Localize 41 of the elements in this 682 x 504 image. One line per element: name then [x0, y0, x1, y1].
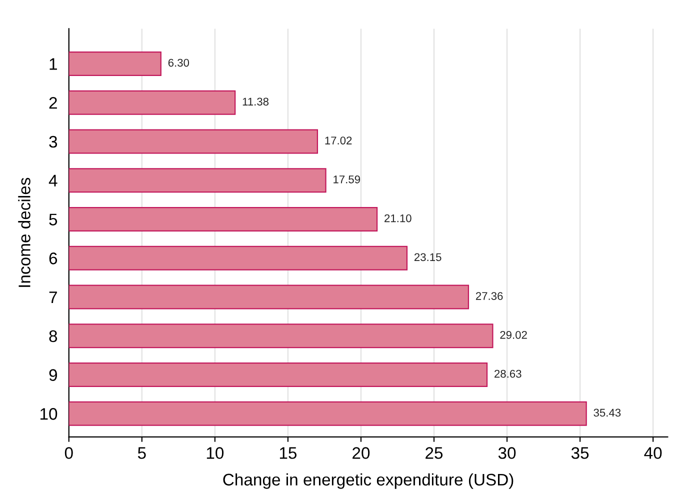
y-tick-label: 6 [49, 252, 58, 264]
data-label: 11.38 [242, 98, 269, 106]
bar [68, 90, 236, 115]
y-tick-label: 7 [49, 292, 57, 304]
y-axis-title: Income deciles [18, 178, 30, 287]
y-tick-label: 4 [48, 174, 58, 186]
data-label: 28.63 [494, 370, 522, 378]
x-tick-label: 35 [571, 447, 589, 459]
x-tick-label: 20 [352, 447, 370, 459]
data-label: 27.36 [476, 292, 503, 300]
data-label: 21.10 [384, 214, 412, 222]
x-tick-label: 10 [206, 447, 224, 459]
bar [68, 168, 326, 193]
data-label: 23.15 [414, 253, 442, 262]
y-tick-label: 5 [49, 214, 58, 226]
x-tick-label: 40 [644, 447, 662, 459]
data-label: 6.30 [168, 58, 190, 67]
bar [68, 284, 470, 310]
data-label: 29.02 [500, 330, 527, 339]
y-tick-label: 8 [49, 330, 58, 342]
y-tick-label: 2 [49, 97, 57, 109]
x-tick-label: 25 [426, 447, 443, 459]
y-tick-label: 3 [49, 136, 58, 148]
x-tick-label: 0 [64, 447, 73, 459]
bar [68, 207, 378, 232]
bar [68, 52, 162, 76]
data-label: 35.43 [594, 408, 621, 417]
data-label: 17.02 [325, 136, 352, 144]
y-tick-label: 10 [40, 408, 58, 420]
x-tick-label: 30 [498, 447, 516, 459]
bar [68, 246, 408, 270]
x-tick-label: 15 [280, 447, 297, 459]
bar [68, 401, 587, 426]
bar [68, 324, 494, 348]
x-tick-label: 5 [138, 447, 146, 459]
y-tick-label: 9 [49, 369, 57, 381]
bar [68, 362, 488, 387]
y-tick-label: 1 [50, 58, 57, 70]
data-label: 17.59 [334, 175, 360, 184]
x-axis-title: Change in energetic expenditure (USD) [223, 473, 514, 489]
bar [68, 129, 318, 154]
